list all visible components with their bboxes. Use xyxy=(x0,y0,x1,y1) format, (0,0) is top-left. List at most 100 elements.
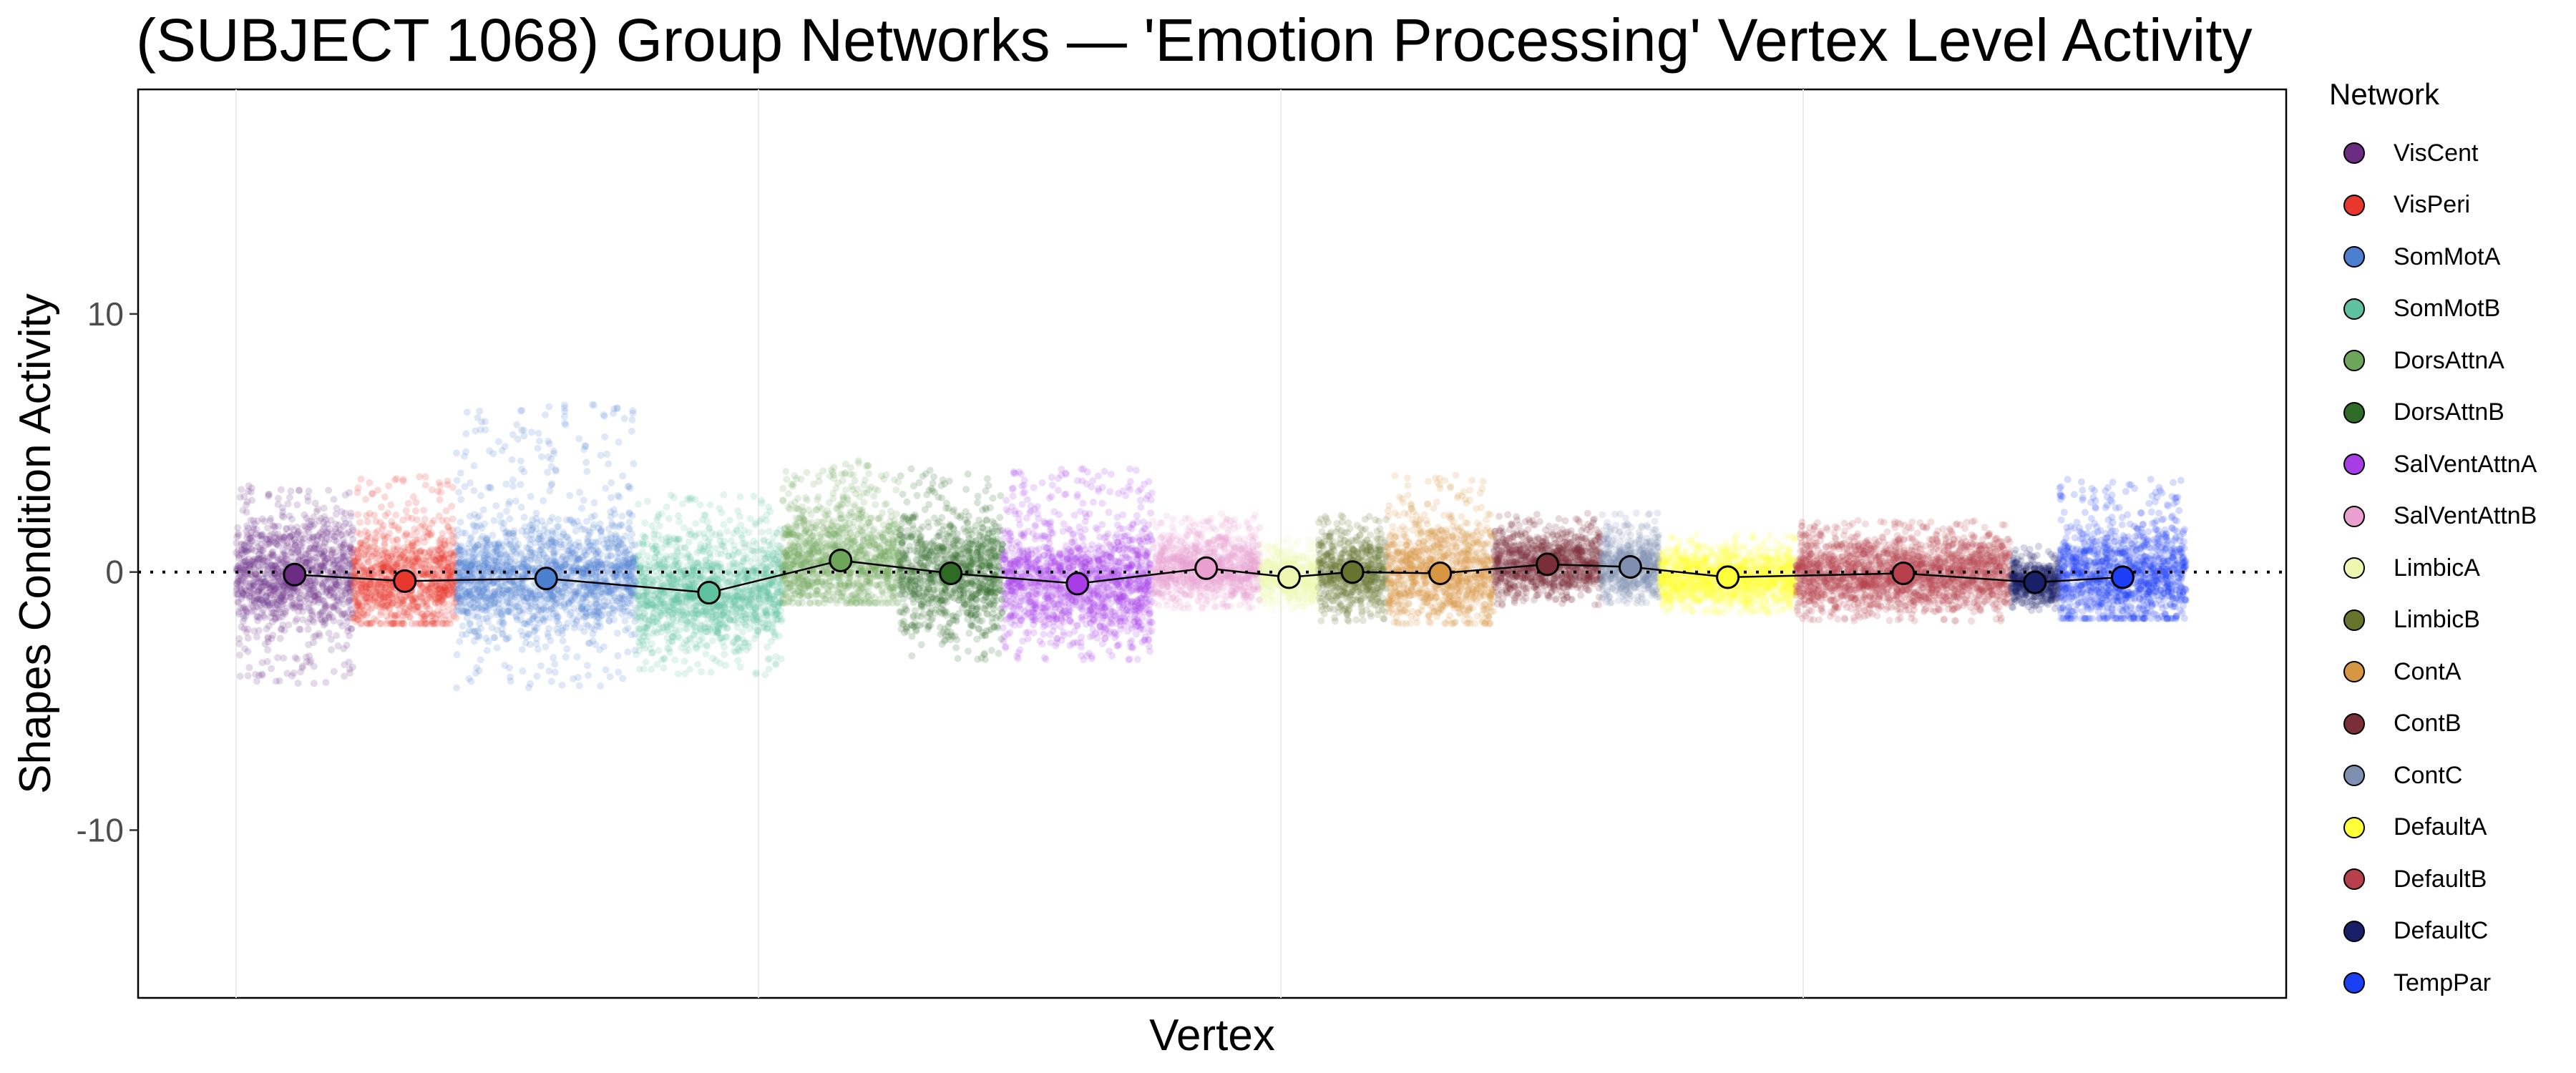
data-point xyxy=(523,555,531,563)
data-point xyxy=(250,582,258,589)
data-point xyxy=(328,603,336,611)
data-point xyxy=(296,625,303,633)
data-point xyxy=(600,412,608,420)
data-point xyxy=(260,517,268,525)
data-point xyxy=(491,634,499,642)
data-point xyxy=(513,616,521,624)
data-point xyxy=(245,582,253,590)
data-point xyxy=(509,482,517,490)
data-point xyxy=(546,487,554,495)
data-point xyxy=(234,577,242,585)
data-point xyxy=(476,407,484,415)
data-point xyxy=(255,555,263,562)
data-point xyxy=(235,640,243,647)
data-point xyxy=(457,561,465,569)
data-point xyxy=(459,622,467,630)
data-point xyxy=(555,516,562,524)
data-point xyxy=(497,604,505,612)
data-point xyxy=(725,552,733,560)
data-point xyxy=(578,504,585,512)
data-point xyxy=(765,527,773,535)
data-point xyxy=(256,579,264,587)
data-point xyxy=(449,515,457,523)
data-point xyxy=(615,604,623,612)
data-point xyxy=(581,547,589,554)
data-point xyxy=(281,610,289,618)
data-point xyxy=(310,662,318,670)
data-point xyxy=(394,559,402,567)
data-point xyxy=(273,598,280,606)
data-point xyxy=(477,492,484,499)
data-point xyxy=(537,453,545,461)
data-point xyxy=(297,668,304,676)
data-point xyxy=(543,560,551,568)
data-point xyxy=(347,625,355,633)
data-point xyxy=(575,539,582,547)
data-point xyxy=(603,450,610,458)
data-point xyxy=(322,559,329,567)
data-point xyxy=(509,567,517,575)
data-point xyxy=(243,522,250,529)
data-point xyxy=(628,530,636,538)
data-point xyxy=(607,508,615,516)
data-point xyxy=(275,555,283,563)
data-point xyxy=(364,536,371,543)
data-point xyxy=(258,547,266,554)
data-point xyxy=(524,602,532,610)
data-point xyxy=(305,487,313,495)
data-point xyxy=(348,563,356,571)
data-point xyxy=(318,549,326,557)
data-point xyxy=(265,622,273,630)
data-point xyxy=(518,563,526,571)
data-point xyxy=(517,481,525,489)
data-point xyxy=(442,507,450,514)
chart-title: (SUBJECT 1068) Group Networks — 'Emotion… xyxy=(136,6,2253,74)
data-point xyxy=(582,459,590,466)
data-point xyxy=(703,642,711,650)
data-point xyxy=(429,617,436,625)
data-point xyxy=(553,599,560,607)
data-point xyxy=(421,564,429,572)
data-point xyxy=(244,635,252,642)
data-point xyxy=(581,592,589,599)
data-point xyxy=(275,574,282,582)
data-point xyxy=(315,544,323,552)
data-point xyxy=(253,612,261,620)
data-point xyxy=(540,497,547,504)
data-point xyxy=(258,556,265,563)
data-point xyxy=(258,540,265,548)
data-point xyxy=(233,590,240,598)
data-point xyxy=(572,547,580,554)
data-point xyxy=(269,591,277,599)
data-point xyxy=(342,519,349,527)
data-point xyxy=(545,667,553,675)
data-point xyxy=(529,590,537,597)
data-point xyxy=(758,528,766,536)
data-point xyxy=(620,415,628,423)
data-point xyxy=(597,527,605,535)
data-point xyxy=(590,587,597,594)
data-point xyxy=(577,599,585,607)
data-point xyxy=(555,620,562,628)
data-point xyxy=(265,491,273,499)
data-point xyxy=(253,633,260,641)
data-point xyxy=(482,635,490,642)
data-point xyxy=(267,582,275,589)
data-point xyxy=(371,511,378,519)
data-point xyxy=(559,553,567,561)
data-point xyxy=(334,605,341,613)
data-point xyxy=(509,431,517,438)
data-point xyxy=(280,627,288,635)
data-point xyxy=(255,562,262,570)
data-point xyxy=(614,549,622,557)
data-point xyxy=(269,632,277,640)
data-point xyxy=(273,554,281,562)
data-point xyxy=(355,612,362,619)
data-point xyxy=(364,518,371,526)
data-point xyxy=(693,660,701,668)
data-point xyxy=(565,599,572,607)
data-point xyxy=(302,523,310,531)
data-point xyxy=(628,572,635,579)
data-point xyxy=(372,529,380,537)
data-point xyxy=(250,627,258,635)
